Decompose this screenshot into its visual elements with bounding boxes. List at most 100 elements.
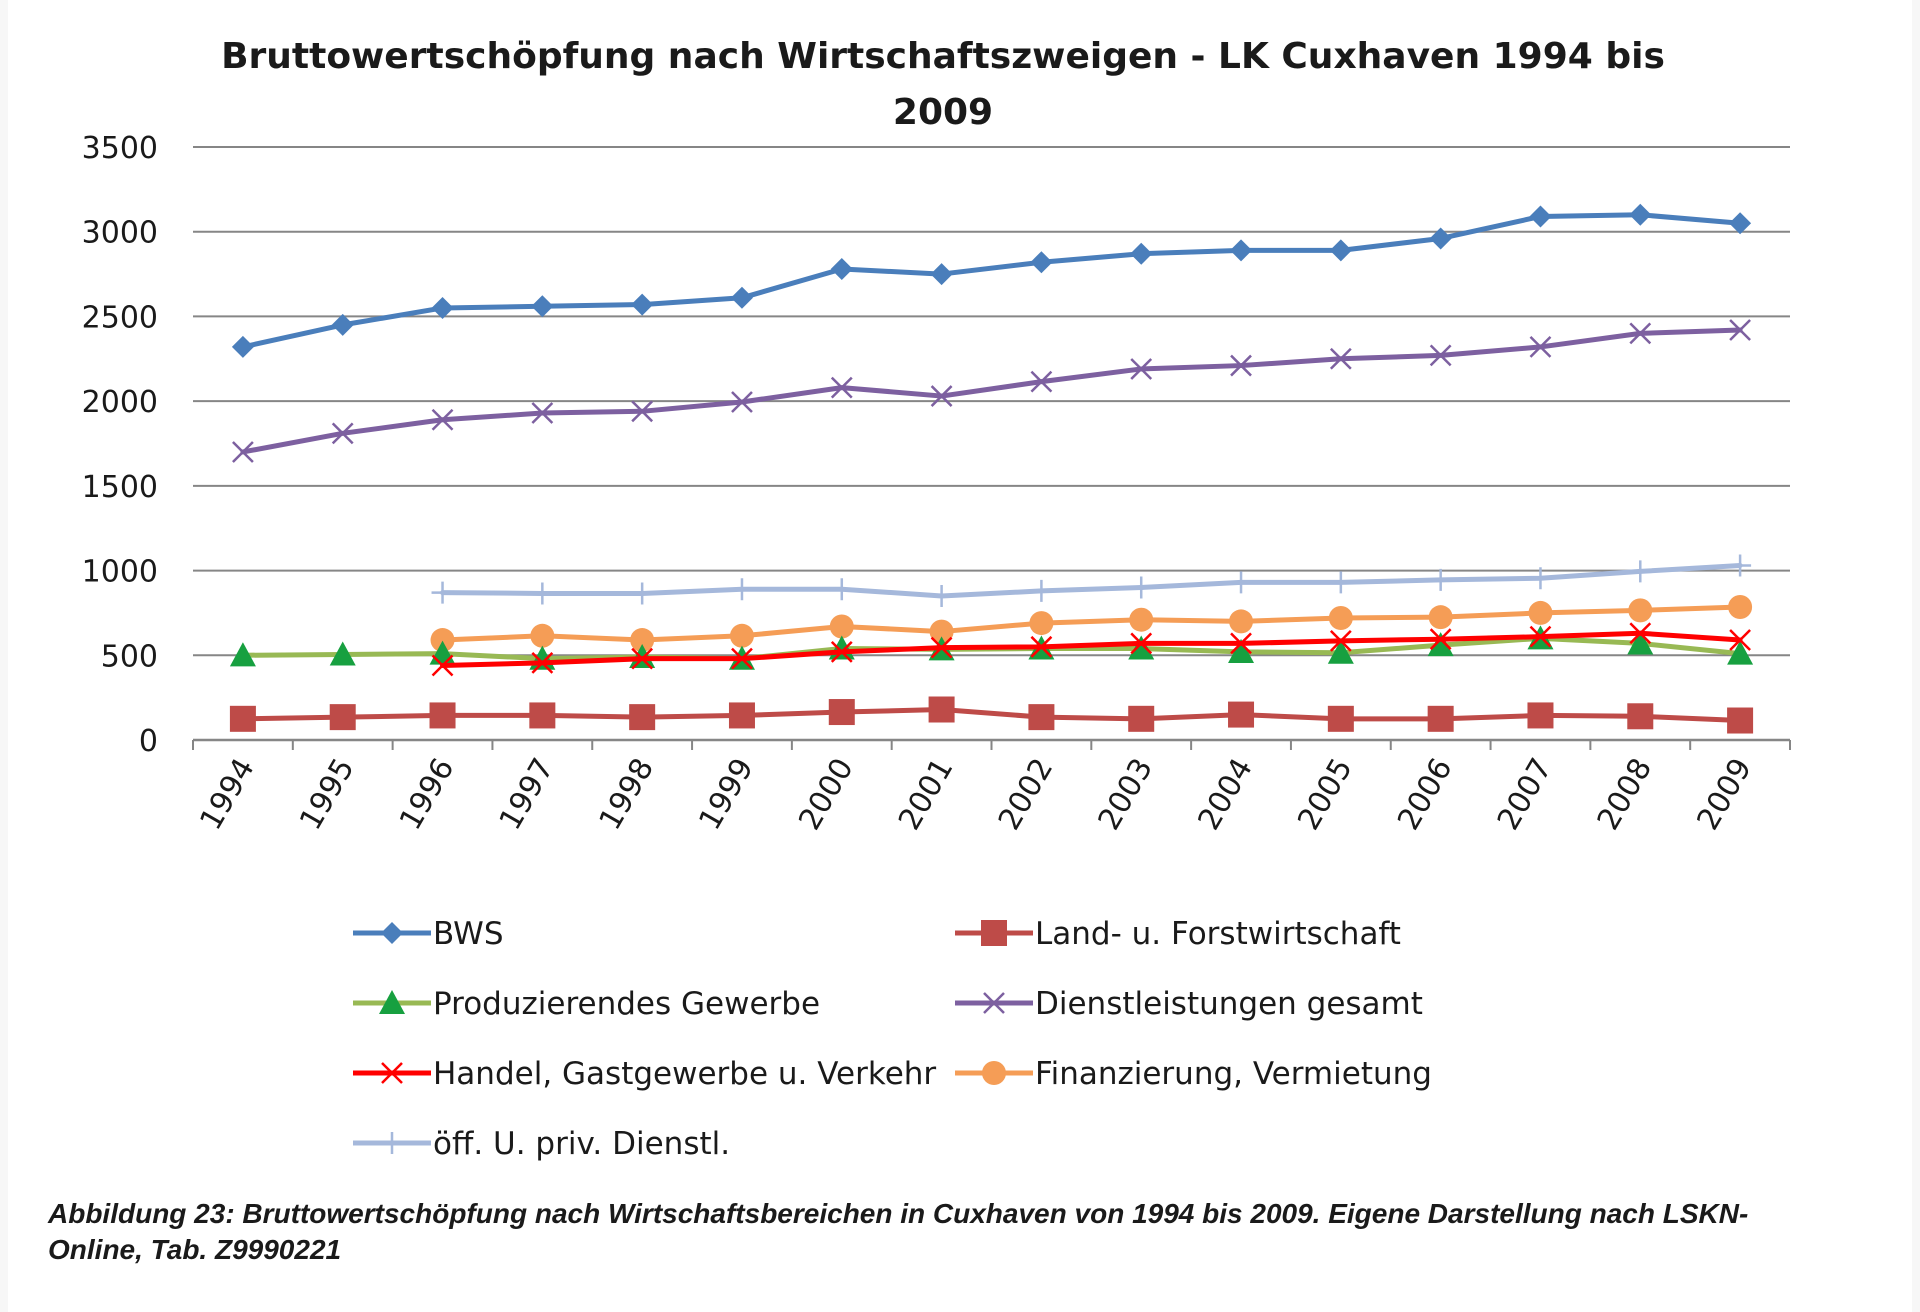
data-point bbox=[232, 441, 254, 463]
chart-title-line-2: 2009 bbox=[893, 92, 993, 133]
chart-title-line-1: Bruttowertschöpfung nach Wirtschaftszwei… bbox=[221, 36, 1665, 77]
data-point bbox=[229, 642, 256, 667]
data-point bbox=[329, 641, 356, 666]
data-point bbox=[1228, 638, 1255, 663]
data-point bbox=[1327, 639, 1354, 664]
data-point bbox=[531, 652, 554, 674]
legend-marker bbox=[982, 1061, 1006, 1085]
data-point bbox=[631, 647, 654, 670]
series-finanzierung-vermietung bbox=[430, 594, 1753, 653]
y-tick-label: 500 bbox=[101, 639, 158, 674]
data-point bbox=[1030, 635, 1053, 658]
data-point bbox=[631, 582, 654, 605]
data-point bbox=[1228, 701, 1255, 728]
x-tick-label: 2006 bbox=[1391, 753, 1459, 837]
data-point bbox=[731, 391, 753, 413]
y-tick-label: 2000 bbox=[82, 385, 158, 420]
data-point bbox=[1030, 370, 1053, 393]
data-point bbox=[1629, 203, 1652, 226]
x-tick-label: 1996 bbox=[393, 753, 461, 837]
data-point bbox=[1429, 344, 1452, 367]
data-point bbox=[1629, 622, 1652, 645]
data-point bbox=[430, 628, 455, 653]
data-point bbox=[729, 623, 754, 648]
legend-item: Handel, Gastgewerbe u. Verkehr bbox=[353, 1056, 936, 1092]
x-tick-label: 1995 bbox=[293, 753, 361, 837]
data-point bbox=[730, 578, 753, 601]
data-point bbox=[431, 581, 454, 604]
data-point bbox=[231, 335, 254, 358]
x-tick-label: 2001 bbox=[892, 753, 960, 837]
x-tick-label: 1994 bbox=[193, 753, 261, 837]
data-point bbox=[529, 702, 556, 729]
data-point bbox=[1427, 632, 1454, 657]
data-point bbox=[229, 705, 256, 732]
data-point bbox=[1428, 605, 1453, 630]
series-line bbox=[240, 707, 1743, 724]
x-axis-tick-labels: 1994 1995 1996 1997 1998 1999 2000 2001 2002 2003… bbox=[193, 753, 1759, 837]
data-point bbox=[629, 643, 656, 669]
x-axis bbox=[192, 738, 1791, 750]
data-point bbox=[531, 582, 554, 605]
data-point bbox=[1627, 630, 1654, 655]
data-point bbox=[730, 286, 753, 309]
data-point bbox=[631, 400, 654, 423]
y-tick-label: 3500 bbox=[82, 131, 158, 166]
series-off-u-priv-dienstl bbox=[431, 554, 1752, 607]
data-point bbox=[431, 654, 454, 677]
x-tick-label: 1999 bbox=[692, 753, 760, 837]
y-tick-label: 0 bbox=[139, 724, 158, 759]
series-bws bbox=[231, 203, 1752, 358]
data-point bbox=[1030, 251, 1053, 274]
legend-marker bbox=[381, 922, 403, 944]
series-lines bbox=[229, 203, 1754, 734]
data-point bbox=[1130, 242, 1153, 265]
gridlines bbox=[193, 146, 1790, 657]
data-point bbox=[1529, 625, 1552, 648]
series-handel-gastgewerbe-u-verkehr bbox=[431, 622, 1751, 677]
data-point bbox=[530, 623, 555, 648]
data-point bbox=[1629, 322, 1652, 345]
data-point bbox=[1729, 629, 1751, 651]
data-point bbox=[830, 641, 853, 663]
x-tick-label: 1998 bbox=[593, 753, 661, 837]
data-point bbox=[431, 408, 454, 431]
data-point bbox=[1028, 704, 1055, 731]
data-point bbox=[1329, 630, 1352, 652]
data-point bbox=[830, 376, 853, 399]
data-point bbox=[728, 702, 755, 729]
series-line bbox=[440, 630, 1743, 668]
data-point bbox=[928, 696, 955, 723]
x-tick-label: 2007 bbox=[1491, 753, 1559, 837]
series-dienstleistungen-gesamt bbox=[232, 319, 1751, 463]
data-point bbox=[429, 702, 456, 729]
legend-label: Land- u. Forstwirtschaft bbox=[1035, 916, 1401, 952]
data-point bbox=[1230, 632, 1252, 655]
data-point bbox=[1329, 347, 1352, 370]
data-point bbox=[1128, 635, 1155, 660]
series-line bbox=[440, 562, 1743, 599]
legend-label: Dienstleistungen gesamt bbox=[1035, 986, 1423, 1022]
data-point bbox=[1129, 607, 1154, 632]
data-point bbox=[1329, 239, 1352, 262]
data-point bbox=[1529, 205, 1552, 228]
data-point bbox=[1727, 640, 1754, 665]
series-land-u-forstwirtschaft bbox=[229, 696, 1754, 734]
legend-marker bbox=[381, 1132, 403, 1154]
x-tick-label: 2002 bbox=[992, 753, 1060, 837]
legend-marker bbox=[983, 992, 1005, 1014]
legend-label: Finanzierung, Vermietung bbox=[1035, 1056, 1432, 1092]
legend-marker bbox=[381, 1062, 403, 1084]
data-point bbox=[731, 647, 753, 670]
legend-item: Dienstleistungen gesamt bbox=[955, 986, 1423, 1022]
data-point bbox=[1128, 705, 1155, 732]
data-point bbox=[1327, 705, 1354, 732]
data-point bbox=[1627, 703, 1654, 730]
data-point bbox=[1329, 571, 1352, 594]
data-point bbox=[830, 257, 853, 280]
data-point bbox=[331, 313, 354, 336]
data-point bbox=[331, 422, 354, 445]
data-point bbox=[630, 628, 655, 653]
x-tick-label: 2003 bbox=[1092, 753, 1160, 837]
figure-caption: Abbildung 23: Bruttowertschöpfung nach W… bbox=[48, 1198, 1749, 1265]
